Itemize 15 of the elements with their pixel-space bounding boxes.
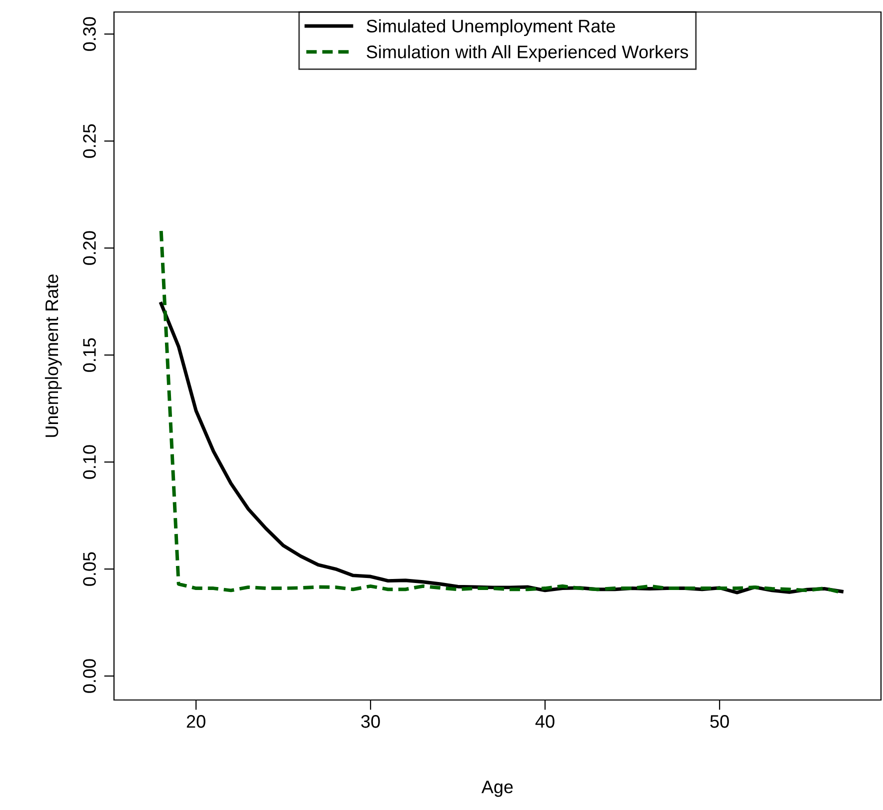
y-tick-label: 0.30 xyxy=(83,17,96,51)
y-tick-label: 0.10 xyxy=(83,445,96,479)
y-axis-title: Unemployment Rate xyxy=(44,274,62,437)
x-axis-title: Age xyxy=(481,780,513,797)
x-tick-label: 20 xyxy=(186,715,206,728)
x-tick-label: 50 xyxy=(710,715,729,728)
y-tick-label: 0.25 xyxy=(83,124,96,158)
x-tick-label: 30 xyxy=(361,715,380,728)
legend-label: Simulated Unemployment Rate xyxy=(366,19,615,36)
y-tick-label: 0.05 xyxy=(83,552,96,586)
y-tick-label: 0.00 xyxy=(83,659,96,693)
y-tick-label: 0.15 xyxy=(83,338,96,372)
x-tick-label: 40 xyxy=(535,715,554,728)
y-tick-label: 0.20 xyxy=(83,231,96,265)
legend-label: Simulation with All Experienced Workers xyxy=(366,45,688,62)
